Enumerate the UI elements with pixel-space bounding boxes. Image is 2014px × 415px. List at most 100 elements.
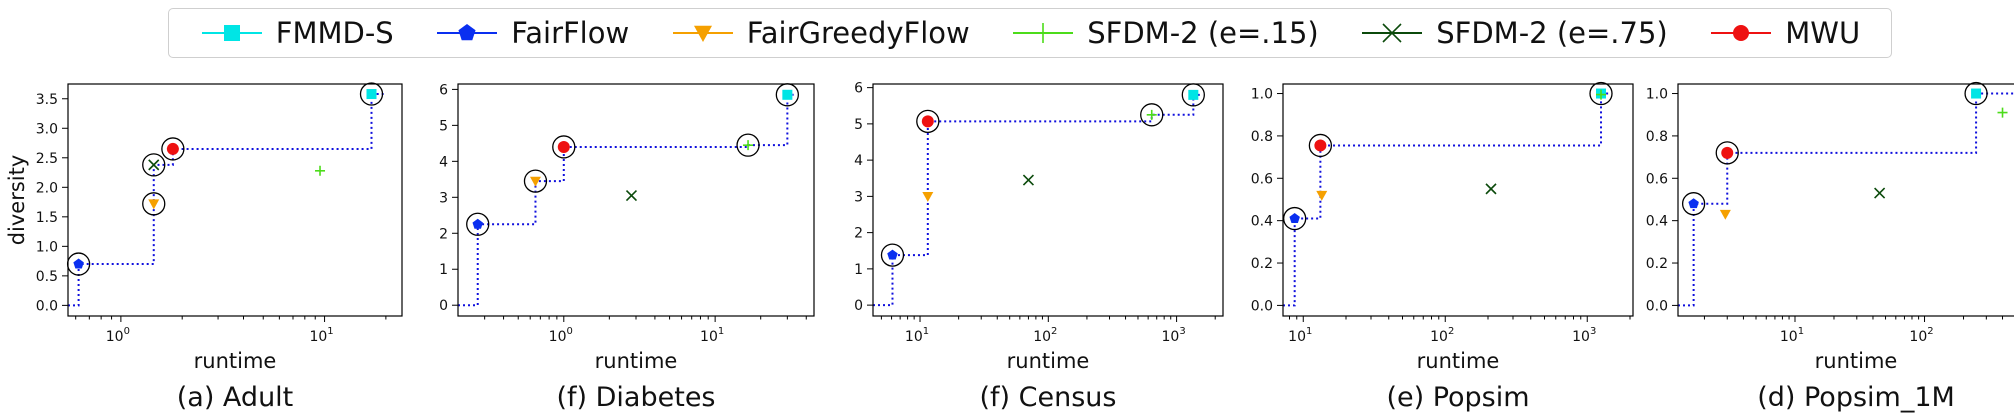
- orange-triangle-marker-icon: [672, 25, 733, 42]
- data-point-circle: [1314, 139, 1327, 152]
- y-tick-label: 1.5: [36, 210, 58, 226]
- y-tick-label: 0.0: [1251, 298, 1273, 314]
- y-tick-label: 0: [439, 298, 448, 314]
- chart-panel: 101 102 103 0 1 2 3 4 5 6 runtime (f) Census: [854, 70, 1275, 415]
- legend-item: FMMD-S: [200, 16, 394, 50]
- chart-title: (f) Census: [980, 382, 1117, 413]
- data-point-triangle-down: [529, 176, 541, 187]
- data-point-circle: [166, 142, 179, 155]
- legend-marker: [693, 25, 712, 42]
- frontier-highlight-ring: [1715, 141, 1739, 165]
- y-tick-label: 5: [439, 118, 448, 134]
- chart-title: (e) Popsim: [1386, 382, 1529, 413]
- x-tick-label: 101: [309, 326, 333, 345]
- x-tick-label: 101: [1780, 326, 1804, 345]
- data-point-x: [1874, 187, 1886, 199]
- legend-item: SFDM-2 (e=.15): [1011, 16, 1319, 50]
- legend-label: SFDM-2 (e=.15): [1087, 16, 1319, 50]
- pareto-frontier-line: [1678, 92, 2014, 307]
- chart-svg: 101 102 103 0.0 0.2 0.4 0.6 0.8 1.0 runtime (e) Po…: [1251, 81, 1634, 413]
- legend-marker: [1733, 25, 1750, 41]
- x-axis-label: runtime: [1815, 349, 1898, 373]
- pareto-frontier-line: [68, 93, 384, 307]
- data-point-triangle-down: [1316, 190, 1328, 201]
- chart-title: (a) Adult: [177, 382, 294, 413]
- y-tick-label: 2: [439, 226, 448, 242]
- x-axis-label: runtime: [1007, 349, 1090, 373]
- frontier-highlight-ring: [880, 243, 905, 267]
- y-tick-label: 0.6: [1646, 171, 1668, 187]
- chart-panel: 100 101 0 1 2 3 4 5 6 runtime (f) Diabetes: [439, 70, 860, 415]
- legend-marker: [458, 24, 476, 41]
- pareto-frontier-line: [458, 93, 794, 307]
- x-tick-label: 102: [1909, 326, 1933, 345]
- pareto-frontier-line: [873, 93, 1203, 307]
- chart-title: (d) Popsim_1M: [1757, 382, 1955, 413]
- y-tick-label: 2.0: [36, 180, 58, 196]
- chart-panel: 100 101 0.0 0.5 1.0 1.5 2.0 2.5 3.0 3.5 runtime div…: [0, 70, 420, 415]
- frontier-highlight-ring: [552, 135, 576, 159]
- data-point-plus: [1596, 89, 1607, 100]
- y-tick-label: 0.8: [1251, 129, 1273, 145]
- y-tick-label: 4: [439, 154, 448, 170]
- pareto-frontier-line: [1283, 92, 1611, 307]
- x-axis-label: runtime: [1417, 349, 1500, 373]
- data-point-pentagon: [1289, 213, 1300, 223]
- data-point-plus: [315, 165, 326, 176]
- plot-frame: [1282, 83, 1634, 317]
- data-point-plus: [743, 140, 754, 151]
- y-tick-label: 0.0: [36, 298, 58, 314]
- y-tick-label: 0: [854, 298, 863, 314]
- y-tick-label: 0.2: [1646, 256, 1668, 272]
- y-tick-label: 0.4: [1251, 214, 1273, 230]
- x-tick-label: 102: [1033, 326, 1057, 345]
- frontier-highlight-ring: [359, 82, 384, 106]
- green-plus-marker-icon: [1013, 23, 1074, 43]
- data-point-triangle-down: [148, 199, 160, 210]
- legend-item: FairGreedyFlow: [671, 16, 970, 50]
- plot-frame: [872, 83, 1224, 317]
- data-point-x: [1022, 174, 1035, 186]
- legend-label: MWU: [1785, 16, 1861, 50]
- chart-title: (f) Diabetes: [556, 382, 715, 413]
- frontier-highlight-ring: [161, 137, 185, 161]
- chart-legend: FMMD-S FairFlow FairGreedyFlow SFDM-2 (e=.1…: [168, 8, 1892, 58]
- legend-label: SFDM-2 (e=.75): [1436, 16, 1668, 50]
- data-point-pentagon: [472, 218, 483, 229]
- y-tick-label: 4: [854, 153, 863, 169]
- y-tick-label: 0.4: [1646, 214, 1668, 230]
- frontier-highlight-ring: [466, 212, 490, 236]
- legend-item: SFDM-2 (e=.75): [1360, 16, 1668, 50]
- data-point-pentagon: [887, 249, 898, 260]
- legend-label: FMMD-S: [275, 16, 394, 50]
- data-point-x: [625, 189, 638, 202]
- y-tick-label: 1.0: [1646, 87, 1668, 103]
- data-point-circle: [921, 115, 934, 128]
- chart-svg: 100 101 0.0 0.5 1.0 1.5 2.0 2.5 3.0 3.5 runtime div…: [5, 82, 403, 413]
- data-point-x: [1485, 183, 1497, 195]
- chart-panel: 101 102 0.0 0.2 0.4 0.6 0.8 1.0 runtime (d) Popsi…: [1646, 70, 2014, 415]
- x-tick-label: 101: [1288, 326, 1312, 345]
- y-tick-label: 6: [439, 82, 448, 98]
- y-tick-label: 0.0: [1646, 298, 1668, 314]
- legend-marker: [223, 25, 240, 41]
- data-point-circle: [1721, 146, 1734, 159]
- x-tick-label: 101: [905, 326, 929, 345]
- red-circle-marker-icon: [1711, 25, 1772, 41]
- frontier-highlight-ring: [142, 192, 166, 216]
- legend-marker: [1033, 23, 1054, 43]
- frontier-highlight-ring: [1681, 192, 1706, 216]
- chart-svg: 101 102 0.0 0.2 0.4 0.6 0.8 1.0 runtime (d) Popsi…: [1646, 81, 2014, 413]
- data-point-x: [148, 159, 160, 171]
- data-point-triangle-down: [1719, 209, 1731, 220]
- data-point-square: [1971, 88, 1982, 99]
- frontier-highlight-ring: [1308, 133, 1333, 158]
- y-tick-label: 3: [439, 190, 448, 206]
- plot-frame: [1677, 83, 2014, 317]
- frontier-highlight-ring: [523, 169, 548, 193]
- chart-svg: 101 102 103 0 1 2 3 4 5 6 runtime (f) Census: [854, 81, 1224, 413]
- y-tick-label: 2: [854, 226, 863, 242]
- x-tick-label: 103: [1572, 326, 1596, 345]
- frontier-highlight-ring: [1140, 103, 1164, 127]
- legend-item: MWU: [1709, 16, 1860, 50]
